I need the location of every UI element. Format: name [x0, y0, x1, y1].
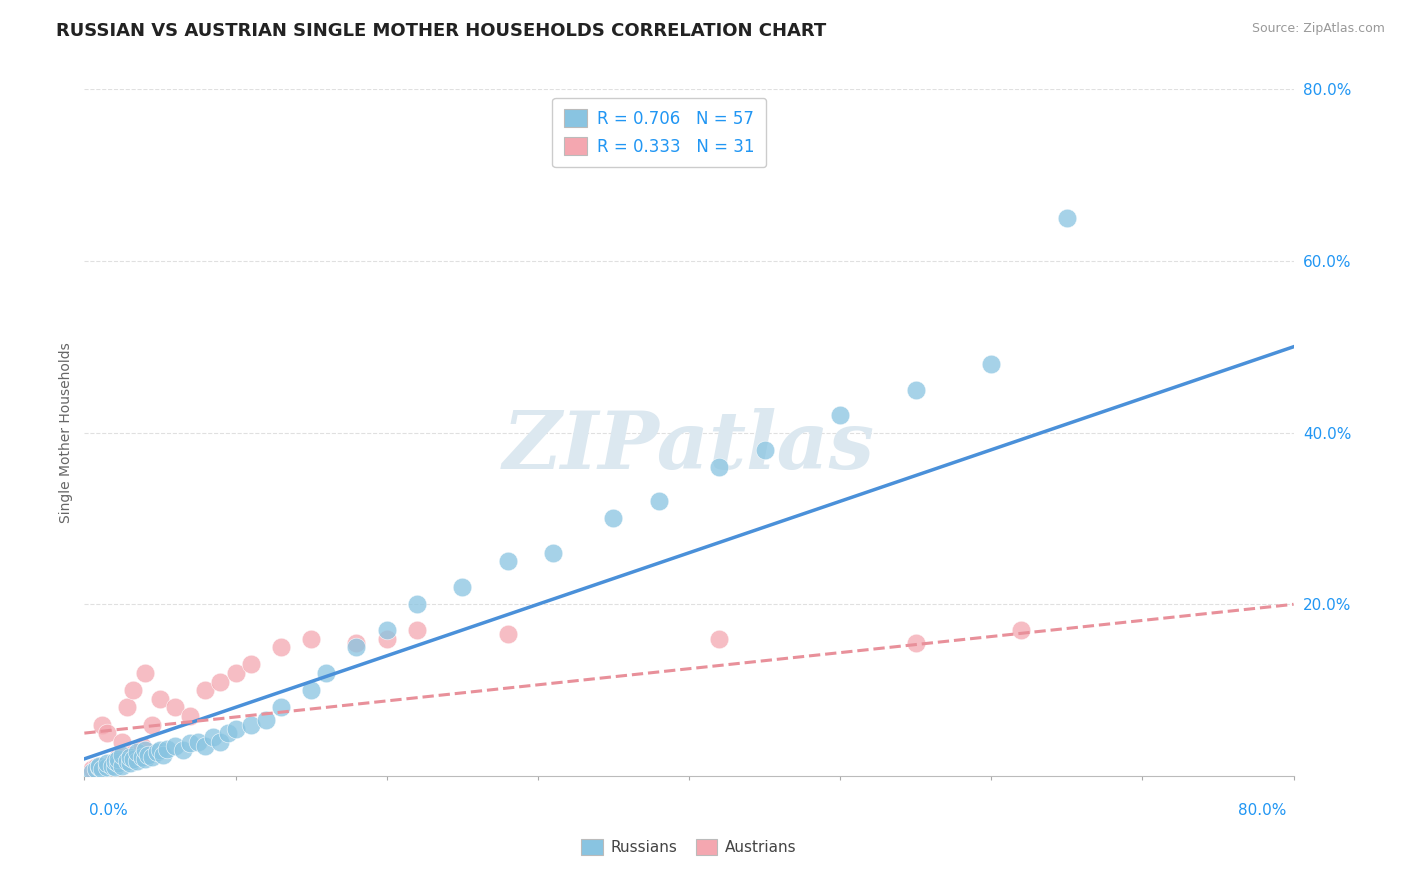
Point — [541, 546, 564, 560]
Point — [80, 762, 103, 776]
Point — [86, 762, 108, 776]
Point — [118, 750, 141, 764]
Point — [194, 739, 217, 753]
Point — [647, 494, 671, 508]
Point — [152, 747, 174, 762]
Point — [146, 745, 169, 759]
Point — [904, 636, 927, 650]
Point — [375, 623, 398, 637]
Point — [1056, 211, 1078, 225]
Point — [111, 747, 134, 762]
Point — [754, 442, 776, 457]
Point — [602, 511, 624, 525]
Point — [89, 760, 111, 774]
Point — [270, 700, 292, 714]
Text: RUSSIAN VS AUSTRIAN SINGLE MOTHER HOUSEHOLDS CORRELATION CHART: RUSSIAN VS AUSTRIAN SINGLE MOTHER HOUSEH… — [56, 22, 827, 40]
Point — [406, 598, 429, 612]
Point — [111, 735, 134, 749]
Point — [239, 657, 262, 672]
Point — [709, 460, 731, 475]
Point — [134, 665, 156, 680]
Point — [179, 736, 201, 750]
Point — [127, 754, 149, 768]
Point — [96, 726, 118, 740]
Point — [239, 717, 262, 731]
Point — [156, 741, 179, 756]
Point — [96, 756, 118, 771]
Point — [115, 700, 138, 714]
Point — [270, 640, 292, 655]
Point — [375, 632, 398, 646]
Point — [201, 731, 224, 745]
Point — [100, 758, 122, 772]
Point — [115, 754, 138, 768]
Point — [136, 747, 159, 762]
Point — [91, 762, 114, 776]
Point — [299, 632, 322, 646]
Point — [104, 754, 127, 768]
Point — [209, 735, 232, 749]
Point — [163, 739, 186, 753]
Point — [107, 756, 129, 771]
Point — [346, 636, 368, 650]
Point — [217, 726, 239, 740]
Point — [346, 640, 368, 655]
Point — [131, 739, 153, 753]
Point — [163, 700, 186, 714]
Point — [134, 743, 156, 757]
Point — [299, 683, 322, 698]
Point — [118, 747, 141, 762]
Point — [111, 758, 134, 772]
Y-axis label: Single Mother Households: Single Mother Households — [59, 343, 73, 523]
Point — [89, 758, 111, 772]
Point — [80, 764, 103, 779]
Point — [172, 743, 194, 757]
Point — [451, 580, 474, 594]
Point — [134, 752, 156, 766]
Point — [315, 665, 337, 680]
Point — [121, 752, 143, 766]
Point — [194, 683, 217, 698]
Point — [830, 409, 852, 423]
Point — [254, 713, 277, 727]
Point — [225, 722, 247, 736]
Legend: Russians, Austrians: Russians, Austrians — [575, 833, 803, 861]
Point — [107, 752, 129, 766]
Point — [121, 683, 143, 698]
Point — [127, 745, 149, 759]
Text: Source: ZipAtlas.com: Source: ZipAtlas.com — [1251, 22, 1385, 36]
Point — [496, 554, 519, 568]
Point — [91, 717, 114, 731]
Point — [131, 750, 153, 764]
Point — [104, 754, 127, 768]
Point — [104, 760, 127, 774]
Point — [96, 760, 118, 774]
Point — [225, 665, 247, 680]
Point — [149, 691, 172, 706]
Text: ZIPatlas: ZIPatlas — [503, 408, 875, 485]
Point — [980, 357, 1002, 371]
Point — [118, 756, 141, 771]
Point — [179, 709, 201, 723]
Point — [89, 758, 111, 772]
Text: 0.0%: 0.0% — [89, 803, 128, 818]
Point — [100, 756, 122, 771]
Point — [209, 674, 232, 689]
Text: 80.0%: 80.0% — [1239, 803, 1286, 818]
Point — [1010, 623, 1032, 637]
Point — [149, 743, 172, 757]
Point — [187, 735, 209, 749]
Point — [141, 717, 163, 731]
Point — [406, 623, 429, 637]
Point — [107, 750, 129, 764]
Point — [904, 383, 927, 397]
Point — [496, 627, 519, 641]
Point — [709, 632, 731, 646]
Point — [86, 760, 108, 774]
Point — [141, 750, 163, 764]
